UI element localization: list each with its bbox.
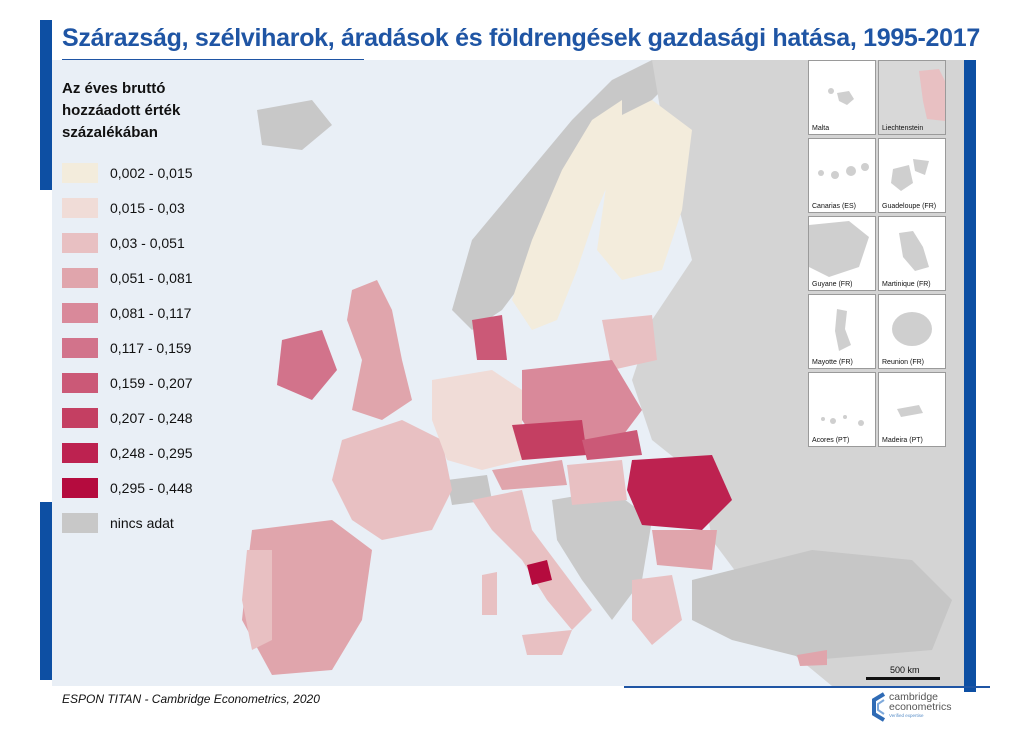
logo-mark-icon bbox=[872, 692, 886, 722]
legend-label: 0,002 - 0,015 bbox=[110, 165, 193, 181]
accent-bar-right bbox=[964, 60, 976, 692]
region-iceland bbox=[257, 100, 332, 150]
inset-mayotte: Mayotte (FR) bbox=[808, 294, 876, 369]
inset-martinique: Martinique (FR) bbox=[878, 216, 946, 291]
inset-label: Liechtenstein bbox=[882, 125, 924, 132]
accent-bar-left-top bbox=[40, 20, 52, 190]
region-ireland bbox=[277, 330, 337, 400]
inset-label: Reunion (FR) bbox=[882, 359, 925, 366]
legend-label: 0,015 - 0,03 bbox=[110, 200, 185, 216]
legend-label: 0,117 - 0,159 bbox=[110, 340, 192, 356]
legend-label: 0,248 - 0,295 bbox=[110, 445, 193, 461]
inset-label: Guadeloupe (FR) bbox=[882, 203, 937, 210]
legend-swatch bbox=[62, 233, 98, 253]
inset-label: Malta bbox=[812, 125, 830, 132]
region-portugal bbox=[242, 550, 272, 650]
legend-label: 0,207 - 0,248 bbox=[110, 410, 193, 426]
region-bulgaria bbox=[652, 530, 717, 570]
inset-label: Mayotte (FR) bbox=[812, 359, 853, 366]
legend-swatch bbox=[62, 268, 98, 288]
region-central-italy bbox=[527, 560, 552, 585]
region-austria bbox=[492, 460, 567, 490]
legend-swatch bbox=[62, 373, 98, 393]
inset-reunion: Reunion (FR) bbox=[878, 294, 946, 369]
inset-label: Canarias (ES) bbox=[812, 203, 856, 210]
region-denmark bbox=[472, 315, 507, 360]
legend-label: 0,081 - 0,117 bbox=[110, 305, 192, 321]
legend-swatch bbox=[62, 303, 98, 323]
legend-swatch bbox=[62, 163, 98, 183]
inset-guadeloupe: Guadeloupe (FR) bbox=[878, 138, 946, 213]
legend-swatch bbox=[62, 408, 98, 428]
inset-label: Martinique (FR) bbox=[882, 281, 931, 288]
logo-line1: cambridge bbox=[889, 691, 939, 703]
scale-label: 500 km bbox=[890, 665, 920, 675]
map-canvas bbox=[242, 60, 964, 686]
region-turkey bbox=[692, 550, 952, 660]
region-iberia bbox=[242, 520, 372, 675]
region-czech bbox=[512, 420, 587, 460]
region-sweden bbox=[512, 100, 622, 330]
region-finland bbox=[597, 100, 692, 280]
legend-label: 0,159 - 0,207 bbox=[110, 375, 193, 391]
legend-title: Az éves bruttó hozzáadott érték százalék… bbox=[62, 80, 181, 141]
region-switzerland bbox=[447, 475, 492, 505]
legend-swatch bbox=[62, 513, 98, 533]
logo-tagline: Verified expertise bbox=[889, 713, 924, 718]
region-sicily bbox=[522, 630, 572, 655]
inset-guyane: Guyane (FR) bbox=[808, 216, 876, 291]
inset-label: Madeira (PT) bbox=[882, 437, 923, 444]
inset-madeira: Madeira (PT) bbox=[878, 372, 946, 447]
legend-swatch bbox=[62, 478, 98, 498]
legend-swatch bbox=[62, 198, 98, 218]
logo-line2: econometrics bbox=[889, 701, 952, 713]
inset-acores: Acores (PT) bbox=[808, 372, 876, 447]
region-sardinia bbox=[482, 572, 497, 615]
inset-label: Acores (PT) bbox=[812, 437, 850, 444]
accent-bar-left-bottom bbox=[40, 502, 52, 680]
inset-label: Guyane (FR) bbox=[812, 281, 853, 288]
inset-canarias: Canarias (ES) bbox=[808, 138, 876, 213]
region-slovakia bbox=[582, 430, 642, 460]
source-credit: ESPON TITAN - Cambridge Econometrics, 20… bbox=[62, 692, 320, 706]
legend-swatch bbox=[62, 443, 98, 463]
region-hungary bbox=[567, 460, 627, 505]
footer-rule bbox=[624, 686, 990, 688]
region-baltics bbox=[602, 315, 657, 370]
region-italy bbox=[472, 490, 592, 630]
region-cyprus bbox=[797, 650, 827, 666]
region-uk bbox=[347, 280, 412, 420]
europe-map bbox=[52, 60, 964, 686]
region-germany bbox=[432, 370, 522, 470]
inset-malta: Malta bbox=[808, 60, 876, 135]
region-romania bbox=[627, 455, 732, 530]
legend-label: 0,03 - 0,051 bbox=[110, 235, 185, 251]
region-greece bbox=[632, 575, 682, 645]
legend-swatch bbox=[62, 338, 98, 358]
legend-label: 0,295 - 0,448 bbox=[110, 480, 193, 496]
logo-text: cambridge econometrics bbox=[889, 691, 952, 713]
legend-label: 0,051 - 0,081 bbox=[110, 270, 193, 286]
inset-liechtenstein: Liechtenstein bbox=[878, 60, 946, 135]
map-title: Szárazság, szélviharok, áradások és föld… bbox=[62, 24, 980, 52]
cambridge-econometrics-logo: cambridge econometrics Verified expertis… bbox=[870, 690, 970, 726]
region-france bbox=[332, 420, 452, 540]
legend-label: nincs adat bbox=[110, 515, 174, 531]
region-balkans-nodata bbox=[552, 490, 652, 620]
scale-bar bbox=[866, 677, 940, 680]
